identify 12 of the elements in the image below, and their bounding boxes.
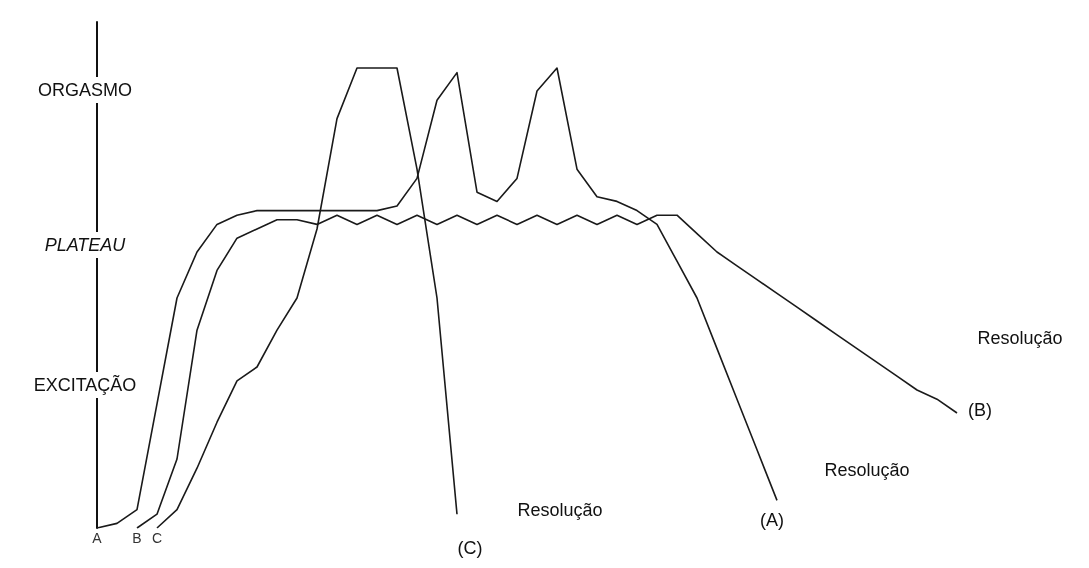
series-label: B	[132, 530, 142, 546]
series-label: A	[92, 530, 103, 546]
annotation: Resolução	[977, 328, 1063, 348]
series-label: C	[151, 530, 163, 546]
annotation: ORGASMO	[37, 80, 133, 100]
annotation: PLATEAU	[44, 235, 127, 255]
annotation: (A)	[760, 510, 784, 530]
annotation: EXCITAÇÃO	[33, 374, 137, 395]
annotation: (B)	[968, 400, 992, 420]
annotation: Resolução	[824, 460, 910, 480]
annotation: Resolução	[517, 500, 603, 520]
text: (C)	[457, 538, 483, 558]
